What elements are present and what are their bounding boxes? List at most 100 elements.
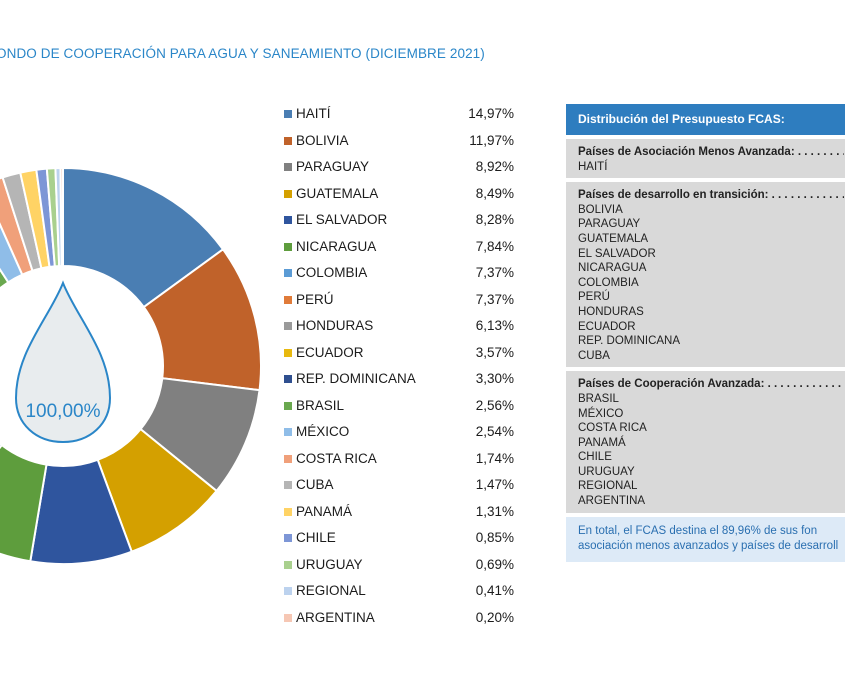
legend-value: 7,37%: [475, 265, 514, 280]
legend-label: COLOMBIA: [296, 265, 368, 280]
legend-swatch: [284, 163, 292, 171]
panel-group-title: Países de Cooperación Avanzada: . . . . …: [578, 378, 844, 391]
legend-item-m-xico: MÉXICO 2,54%: [282, 422, 522, 449]
panel-group-item: PERÚ: [578, 291, 610, 304]
legend-item-nicaragua: NICARAGUA 7,84%: [282, 237, 522, 264]
legend-label: COSTA RICA: [296, 450, 377, 466]
legend-label: NICARAGUA: [296, 238, 377, 254]
panel-group-title: Países de Asociación Menos Avanzada: . .…: [578, 146, 844, 158]
panel-group-item: GUATEMALA: [578, 232, 649, 245]
legend-label: PANAMÁ: [296, 503, 353, 519]
legend-item-per-: PERÚ 7,37%: [282, 290, 522, 317]
panel-group-item: CUBA: [578, 349, 610, 362]
donut-center-label: 100,00%: [25, 401, 100, 422]
legend-value: 8,28%: [475, 212, 514, 227]
legend-swatch: [284, 534, 292, 542]
panel-group-item: REGIONAL: [578, 480, 638, 493]
legend-item-rep-dominicana: REP. DOMINICANA 3,30%: [282, 369, 522, 396]
legend-label: CHILE: [296, 530, 336, 545]
legend-label: HAITÍ: [296, 106, 331, 121]
legend-swatch: [284, 375, 292, 383]
legend-item-chile: CHILE 0,85%: [282, 528, 522, 555]
panel-group-item: HAITÍ: [578, 160, 608, 173]
legend-swatch: [284, 481, 292, 489]
panel-group-item: REP. DOMINICANA: [578, 335, 681, 348]
legend-label: EL SALVADOR: [296, 212, 388, 227]
legend-value: 0,69%: [475, 556, 514, 572]
panel-group-item: MÉXICO: [578, 407, 624, 420]
chart-legend: HAITÍ 14,97% BOLIVIA 11,97% PARAGUAY 8,92% GUA…: [282, 104, 522, 634]
panel-group-item: NICARAGUA: [578, 262, 647, 275]
legend-value: 1,74%: [475, 450, 514, 466]
panel-group-item: EL SALVADOR: [578, 247, 656, 260]
legend-label: URUGUAY: [296, 556, 363, 572]
donut-slice-argentina: [59, 166, 64, 268]
legend-swatch: [284, 216, 292, 224]
chart-title: ONDO DE COOPERACIÓN PARA AGUA Y SANEAMIE…: [0, 46, 485, 61]
legend-label: HONDURAS: [296, 318, 374, 333]
legend-value: 8,49%: [475, 185, 514, 201]
legend-swatch: [284, 587, 292, 595]
panel-group-1: Países de Asociación Menos Avanzada: . .…: [566, 139, 845, 179]
legend-item-bolivia: BOLIVIA 11,97%: [282, 131, 522, 158]
donut-chart: 100,00%: [0, 166, 262, 565]
legend-value: 8,92%: [475, 159, 514, 174]
legend-swatch: [284, 348, 292, 357]
legend-swatch: [284, 401, 292, 410]
legend-swatch: [284, 242, 292, 251]
panel-group-title: Países de desarrollo en transición: . . …: [578, 189, 844, 202]
legend-value: 14,97%: [468, 106, 514, 121]
legend-label: BOLIVIA: [296, 132, 349, 148]
panel-group-item: ARGENTINA: [578, 495, 646, 508]
legend-item-cuba: CUBA 1,47%: [282, 475, 522, 502]
legend-label: BRASIL: [296, 397, 345, 413]
legend-item-honduras: HONDURAS 6,13%: [282, 316, 522, 343]
legend-value: 1,31%: [475, 503, 514, 519]
legend-item-argentina: ARGENTINA 0,20%: [282, 608, 522, 635]
legend-swatch: [284, 613, 292, 622]
legend-swatch: [284, 507, 292, 516]
panel-group-item: ECUADOR: [578, 320, 636, 333]
legend-label: PARAGUAY: [296, 159, 370, 174]
legend-label: MÉXICO: [296, 424, 350, 439]
legend-swatch: [284, 560, 292, 569]
panel-groups: Países de Asociación Menos Avanzada: . .…: [566, 139, 845, 513]
legend-value: 2,54%: [475, 424, 514, 439]
legend-swatch: [284, 136, 292, 145]
legend-item-paraguay: PARAGUAY 8,92%: [282, 157, 522, 184]
legend-label: GUATEMALA: [296, 185, 379, 201]
legend-label: REGIONAL: [296, 583, 366, 598]
budget-distribution-panel: Distribución del Presupuesto FCAS: Paíse…: [566, 104, 845, 562]
panel-footer-line-1: En total, el FCAS destina el 89,96% de s…: [578, 524, 818, 537]
legend-item-ecuador: ECUADOR 3,57%: [282, 343, 522, 370]
legend-item-uruguay: URUGUAY 0,69%: [282, 555, 522, 582]
legend-value: 6,13%: [475, 318, 514, 333]
panel-group-3: Países de Cooperación Avanzada: . . . . …: [566, 371, 845, 513]
legend-swatch: [284, 189, 292, 198]
panel-group-item: BOLIVIA: [578, 203, 623, 216]
legend-item-costa-rica: COSTA RICA 1,74%: [282, 449, 522, 476]
legend-item-regional: REGIONAL 0,41%: [282, 581, 522, 608]
legend-swatch: [284, 295, 292, 304]
panel-footer-line-2: asociación menos avanzados y países de d…: [578, 539, 839, 552]
legend-item-el-salvador: EL SALVADOR 8,28%: [282, 210, 522, 237]
water-drop-icon: [14, 280, 112, 444]
legend-label: REP. DOMINICANA: [296, 371, 416, 386]
legend-item-guatemala: GUATEMALA 8,49%: [282, 184, 522, 211]
legend-item-brasil: BRASIL 2,56%: [282, 396, 522, 423]
panel-group-item: COSTA RICA: [578, 422, 647, 435]
panel-header: Distribución del Presupuesto FCAS:: [566, 104, 845, 135]
panel-footer: En total, el FCAS destina el 89,96% de s…: [566, 516, 845, 562]
panel-group-item: COLOMBIA: [578, 276, 639, 289]
legend-item-panam-: PANAMÁ 1,31%: [282, 502, 522, 529]
legend-label: PERÚ: [296, 291, 334, 307]
legend-value: 3,30%: [475, 371, 514, 386]
legend-value: 0,20%: [475, 609, 514, 625]
legend-swatch: [284, 110, 292, 118]
legend-swatch: [284, 269, 292, 277]
legend-swatch: [284, 322, 292, 330]
legend-value: 0,41%: [475, 583, 514, 598]
legend-value: 3,57%: [475, 344, 514, 360]
panel-group-item: BRASIL: [578, 392, 619, 405]
legend-swatch: [284, 454, 292, 463]
